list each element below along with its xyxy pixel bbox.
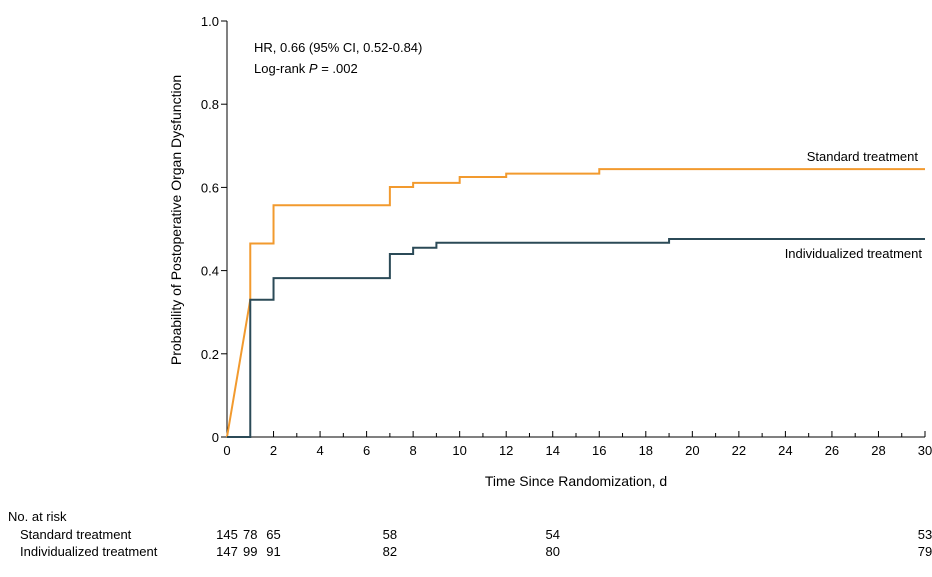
risk-value-standard: 54 (545, 527, 559, 542)
x-tick-label: 30 (918, 443, 932, 458)
log-rank-prefix: Log-rank (254, 61, 309, 76)
x-tick-label: 6 (363, 443, 370, 458)
x-tick-label: 22 (732, 443, 746, 458)
risk-row-label-standard: Standard treatment (20, 527, 132, 542)
y-axis-label: Probability of Postoperative Organ Dysfu… (168, 75, 184, 365)
x-ticks: 0 2 4 6 8 10 12 14 16 18 20 22 24 26 28 30 (223, 431, 932, 458)
risk-table: No. at risk Standard treatment Individua… (8, 509, 932, 559)
y-tick-label: 0.2 (201, 347, 219, 362)
risk-value-individualized: 79 (918, 544, 932, 559)
x-tick-label: 12 (499, 443, 513, 458)
log-rank-annotation: Log-rank P = .002 (254, 61, 358, 76)
x-tick-label: 14 (545, 443, 559, 458)
risk-value-standard: 65 (266, 527, 280, 542)
x-tick-label: 10 (452, 443, 466, 458)
risk-value-standard: 53 (918, 527, 932, 542)
y-tick-label: 0 (212, 430, 219, 445)
x-tick-label: 8 (410, 443, 417, 458)
y-ticks: 0 0.2 0.4 0.6 0.8 1.0 (201, 14, 227, 445)
x-tick-label: 0 (223, 443, 230, 458)
x-tick-label: 16 (592, 443, 606, 458)
axes (226, 21, 925, 438)
log-rank-p: P (309, 61, 318, 76)
x-tick-label: 28 (871, 443, 885, 458)
x-tick-label: 20 (685, 443, 699, 458)
risk-value-individualized: 80 (545, 544, 559, 559)
standard-treatment-line (226, 168, 925, 438)
y-tick-label: 0.6 (201, 180, 219, 195)
series-label-standard: Standard treatment (807, 149, 919, 164)
series-label-individualized: Individualized treatment (785, 246, 923, 261)
hazard-ratio-annotation: HR, 0.66 (95% CI, 0.52-0.84) (254, 40, 422, 55)
risk-value-standard: 58 (383, 527, 397, 542)
x-tick-label: 4 (316, 443, 323, 458)
risk-value-standard: 78 (243, 527, 257, 542)
x-tick-label: 2 (270, 443, 277, 458)
y-tick-label: 0.4 (201, 264, 219, 279)
y-tick-label: 1.0 (201, 14, 219, 29)
risk-value-standard: 145 (216, 527, 238, 542)
risk-values: 145 78 65 58 54 53 147 99 91 82 80 79 (216, 527, 932, 559)
risk-value-individualized: 147 (216, 544, 238, 559)
x-tick-label: 18 (639, 443, 653, 458)
individualized-treatment-line (227, 237, 925, 438)
risk-row-label-individualized: Individualized treatment (20, 544, 158, 559)
risk-table-title: No. at risk (8, 509, 67, 524)
risk-value-individualized: 82 (383, 544, 397, 559)
series-group (226, 168, 925, 438)
risk-value-individualized: 91 (266, 544, 280, 559)
log-rank-value: = .002 (318, 61, 358, 76)
x-tick-label: 24 (778, 443, 792, 458)
y-tick-label: 0.8 (201, 97, 219, 112)
risk-value-individualized: 99 (243, 544, 257, 559)
x-axis-label: Time Since Randomization, d (485, 473, 667, 489)
x-tick-label: 26 (825, 443, 839, 458)
